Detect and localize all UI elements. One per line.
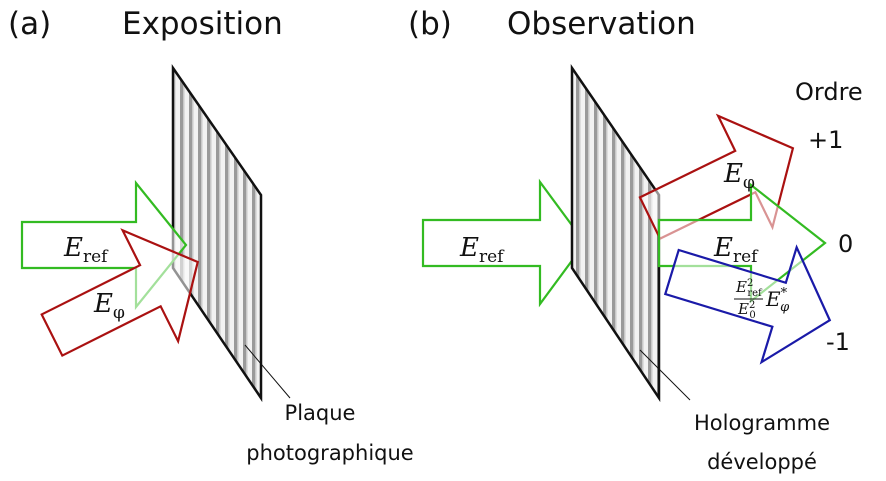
order-label: -1 <box>826 328 850 356</box>
text-part: E <box>723 159 743 189</box>
object-beam <box>40 228 200 358</box>
text-part: ref <box>83 247 109 267</box>
text-part: E <box>713 233 733 263</box>
plate-label: Plaque <box>285 401 356 425</box>
text-part: E <box>459 233 479 263</box>
plate-label: Hologramme <box>694 411 830 435</box>
conjugate-field: E* φ <box>765 286 790 315</box>
fraction-numerator: E2 ref <box>735 278 763 299</box>
text-part: 2 <box>749 300 755 311</box>
text-part: E <box>735 278 747 296</box>
beam-label: Eref <box>459 233 505 267</box>
text-part: E <box>63 233 83 263</box>
plate <box>570 63 661 403</box>
order-minus1-beam <box>663 244 832 365</box>
text-part: E <box>93 289 113 319</box>
panel-label: (b) <box>408 6 452 42</box>
beam-label: Eφ <box>93 289 125 323</box>
plate <box>171 64 263 403</box>
order-title: Ordre <box>795 78 863 106</box>
order-label: +1 <box>808 126 843 154</box>
reference-beam <box>421 178 587 308</box>
text-part: 0 <box>749 310 755 321</box>
text-part: 2 <box>747 278 753 289</box>
plate-label: photographique <box>246 441 413 465</box>
conjugate-label: E2 ref E2 0 E* φ <box>734 278 790 321</box>
text-part: ref <box>733 247 759 267</box>
text-part: E <box>765 287 781 311</box>
text-part: * <box>781 286 788 301</box>
text-part: ref <box>747 288 763 299</box>
panel-title: Observation <box>507 6 696 42</box>
beam-label: Eref <box>713 233 759 267</box>
text-part: φ <box>780 300 790 315</box>
plate-label: développé <box>707 450 817 474</box>
text-part: φ <box>113 303 125 323</box>
fraction-denominator: E2 0 <box>737 300 756 321</box>
beam-label: Eref <box>63 233 109 267</box>
text-part: ref <box>479 247 505 267</box>
beam-label: Eφ <box>723 159 755 193</box>
text-part: φ <box>743 173 755 193</box>
pointer <box>244 344 291 399</box>
text-part: E <box>737 300 749 318</box>
panel-title: Exposition <box>122 6 283 42</box>
panel-label: (a) <box>8 6 51 42</box>
order-label: 0 <box>838 230 853 258</box>
pointer <box>639 349 691 401</box>
